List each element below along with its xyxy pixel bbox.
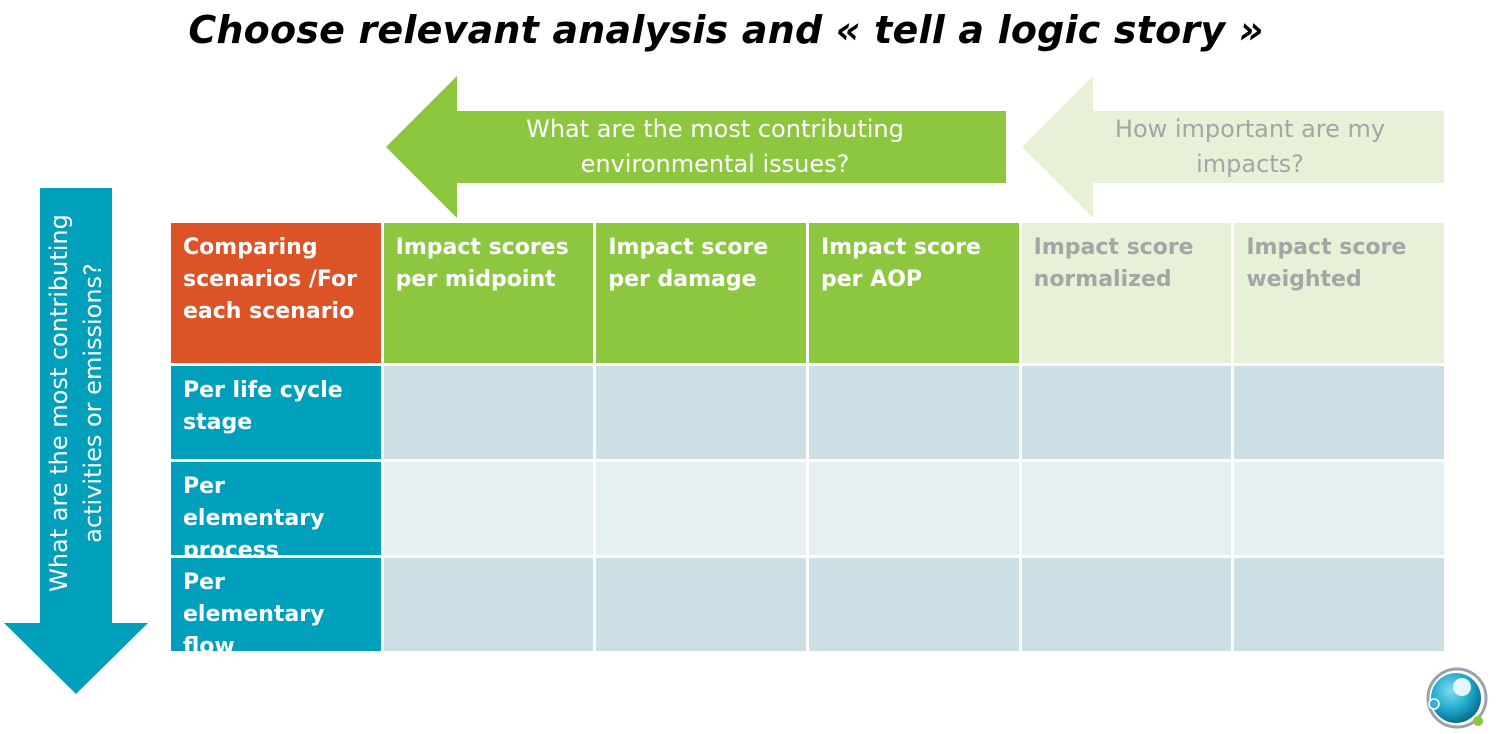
matrix-cell — [383, 558, 594, 651]
matrix-corner-header: Comparing scenarios /For each scenario — [171, 223, 381, 363]
row-header-elementary-flow: Per elementary flow — [171, 558, 381, 651]
matrix-cell — [596, 462, 806, 555]
light-left-arrow — [1022, 76, 1444, 218]
column-header-midpoint: Impact scores per midpoint — [383, 223, 594, 363]
matrix-cell — [809, 462, 1019, 555]
column-header-normalized: Impact score normalized — [1021, 223, 1232, 363]
matrix-cell — [596, 558, 806, 651]
green-arrow-label: What are the most contributing environme… — [526, 115, 904, 178]
matrix-cell — [1234, 558, 1444, 651]
circular-sphere-logo-icon — [1426, 667, 1488, 729]
column-header-damage: Impact score per damage — [596, 223, 806, 363]
matrix-cell — [383, 366, 594, 459]
matrix-cell — [596, 366, 806, 459]
analysis-matrix: Comparing scenarios /For each scenario I… — [171, 223, 1444, 651]
matrix-cell — [809, 558, 1019, 651]
row-header-elementary-process: Per elementary process — [171, 462, 381, 555]
down-arrow-label: What are the most contributing activitie… — [45, 214, 107, 592]
light-arrow-label: How important are my impacts? — [1114, 115, 1386, 178]
matrix-cell — [1021, 558, 1232, 651]
matrix-cell — [809, 366, 1019, 459]
matrix-cell — [1234, 366, 1444, 459]
green-left-arrow — [386, 76, 1006, 218]
down-arrow — [4, 188, 148, 694]
column-header-aop: Impact score per AOP — [809, 223, 1019, 363]
matrix-cell — [1021, 366, 1232, 459]
matrix-cell — [383, 462, 594, 555]
matrix-cell — [1021, 462, 1232, 555]
matrix-cell — [1234, 462, 1444, 555]
page-title: Choose relevant analysis and « tell a lo… — [188, 8, 1264, 52]
column-header-weighted: Impact score weighted — [1234, 223, 1444, 363]
row-header-life-cycle-stage: Per life cycle stage — [171, 366, 381, 459]
